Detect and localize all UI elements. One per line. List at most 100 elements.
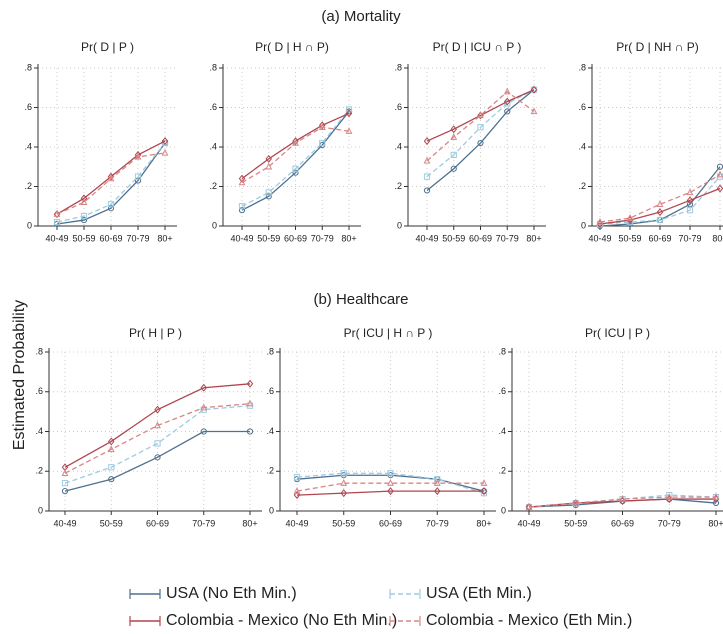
marker bbox=[596, 217, 604, 225]
series-line bbox=[599, 174, 721, 223]
marker bbox=[504, 97, 511, 106]
marker bbox=[107, 445, 115, 453]
x-tick-label: 40-49 bbox=[53, 518, 76, 528]
marker bbox=[107, 205, 115, 212]
y-tick-label: .6 bbox=[24, 102, 32, 112]
marker bbox=[238, 178, 246, 186]
marker bbox=[530, 107, 538, 115]
marker bbox=[716, 184, 723, 193]
panel-title: Pr( D | P ) bbox=[81, 40, 134, 54]
x-tick-label: 60-69 bbox=[379, 518, 402, 528]
marker bbox=[107, 172, 115, 181]
marker bbox=[246, 399, 254, 407]
x-tick-label: 60-69 bbox=[99, 233, 122, 243]
series-line bbox=[64, 430, 250, 492]
marker bbox=[686, 196, 694, 205]
x-tick-label: 40-49 bbox=[285, 518, 308, 528]
y-tick-label: .8 bbox=[498, 346, 506, 356]
marker bbox=[238, 207, 246, 214]
y-tick-label: 0 bbox=[397, 220, 402, 230]
y-tick-label: .2 bbox=[394, 181, 402, 191]
marker bbox=[340, 489, 347, 498]
panel-title: Pr( D | NH ∩ P) bbox=[616, 40, 698, 54]
marker bbox=[80, 198, 88, 205]
marker bbox=[572, 499, 579, 508]
y-tick-label: .2 bbox=[209, 181, 217, 191]
marker bbox=[340, 479, 348, 486]
marker bbox=[434, 487, 441, 496]
y-tick-label: 0 bbox=[501, 505, 506, 515]
series-line bbox=[241, 111, 350, 211]
x-tick-label: 40-49 bbox=[588, 233, 611, 243]
panel-title: Pr( ICU | H ∩ P ) bbox=[344, 326, 433, 340]
marker bbox=[387, 470, 394, 477]
y-tick-label: 0 bbox=[581, 220, 586, 230]
x-tick-label: 40-49 bbox=[415, 233, 438, 243]
marker bbox=[686, 188, 694, 196]
marker bbox=[292, 169, 299, 176]
y-tick-label: .2 bbox=[266, 466, 274, 476]
marker bbox=[686, 201, 694, 208]
legend-label: USA (Eth Min.) bbox=[426, 585, 532, 602]
marker bbox=[525, 503, 533, 512]
marker bbox=[161, 137, 169, 146]
marker bbox=[265, 162, 273, 170]
marker bbox=[80, 216, 88, 224]
y-tick-label: .6 bbox=[266, 386, 274, 396]
x-tick-label: 50-59 bbox=[257, 233, 280, 243]
marker bbox=[292, 165, 299, 172]
marker bbox=[134, 173, 142, 180]
series-line bbox=[426, 89, 535, 178]
marker bbox=[572, 498, 580, 506]
y-tick-label: .2 bbox=[35, 466, 43, 476]
marker bbox=[626, 213, 634, 221]
series-line bbox=[426, 89, 535, 191]
marker bbox=[665, 492, 673, 500]
marker bbox=[61, 480, 69, 487]
marker bbox=[265, 193, 272, 200]
section-title: (b) Healthcare bbox=[313, 291, 408, 308]
marker bbox=[477, 139, 484, 147]
marker bbox=[434, 476, 441, 483]
panel-title: Pr( H | P ) bbox=[129, 326, 182, 340]
marker bbox=[134, 177, 142, 184]
marker bbox=[134, 152, 142, 160]
marker bbox=[292, 137, 299, 146]
x-tick-label: 80+ bbox=[712, 233, 723, 243]
marker bbox=[423, 173, 431, 180]
panel-title: Pr( ICU | P ) bbox=[585, 326, 650, 340]
panel-title: Pr( D | H ∩ P) bbox=[255, 40, 329, 54]
y-tick-label: .8 bbox=[35, 346, 43, 356]
marker bbox=[450, 165, 457, 172]
x-tick-label: 60-69 bbox=[284, 233, 307, 243]
x-tick-label: 40-49 bbox=[230, 233, 253, 243]
x-tick-label: 70-79 bbox=[426, 518, 449, 528]
marker bbox=[423, 187, 431, 194]
y-tick-label: 0 bbox=[212, 220, 217, 230]
section-title: (a) Mortality bbox=[321, 8, 401, 25]
x-tick-label: 70-79 bbox=[126, 233, 149, 243]
x-tick-label: 70-79 bbox=[311, 233, 334, 243]
x-tick-label: 40-49 bbox=[45, 233, 68, 243]
marker bbox=[246, 379, 254, 388]
x-tick-label: 50-59 bbox=[100, 518, 123, 528]
y-axis-label: Estimated Probability bbox=[11, 300, 28, 450]
marker bbox=[656, 200, 664, 207]
marker bbox=[238, 203, 246, 210]
marker bbox=[345, 109, 353, 118]
y-tick-label: .4 bbox=[498, 426, 506, 436]
y-tick-label: .8 bbox=[266, 346, 274, 356]
x-tick-label: 50-59 bbox=[564, 518, 587, 528]
series-line bbox=[56, 142, 166, 225]
y-tick-label: .8 bbox=[578, 62, 586, 72]
y-tick-label: .6 bbox=[498, 386, 506, 396]
series-line bbox=[528, 494, 717, 508]
marker bbox=[477, 124, 484, 131]
x-tick-label: 80+ bbox=[242, 518, 257, 528]
x-tick-label: 50-59 bbox=[332, 518, 355, 528]
x-tick-label: 80+ bbox=[708, 518, 723, 528]
marker bbox=[80, 213, 88, 220]
marker bbox=[108, 476, 115, 483]
x-tick-label: 80+ bbox=[476, 518, 491, 528]
